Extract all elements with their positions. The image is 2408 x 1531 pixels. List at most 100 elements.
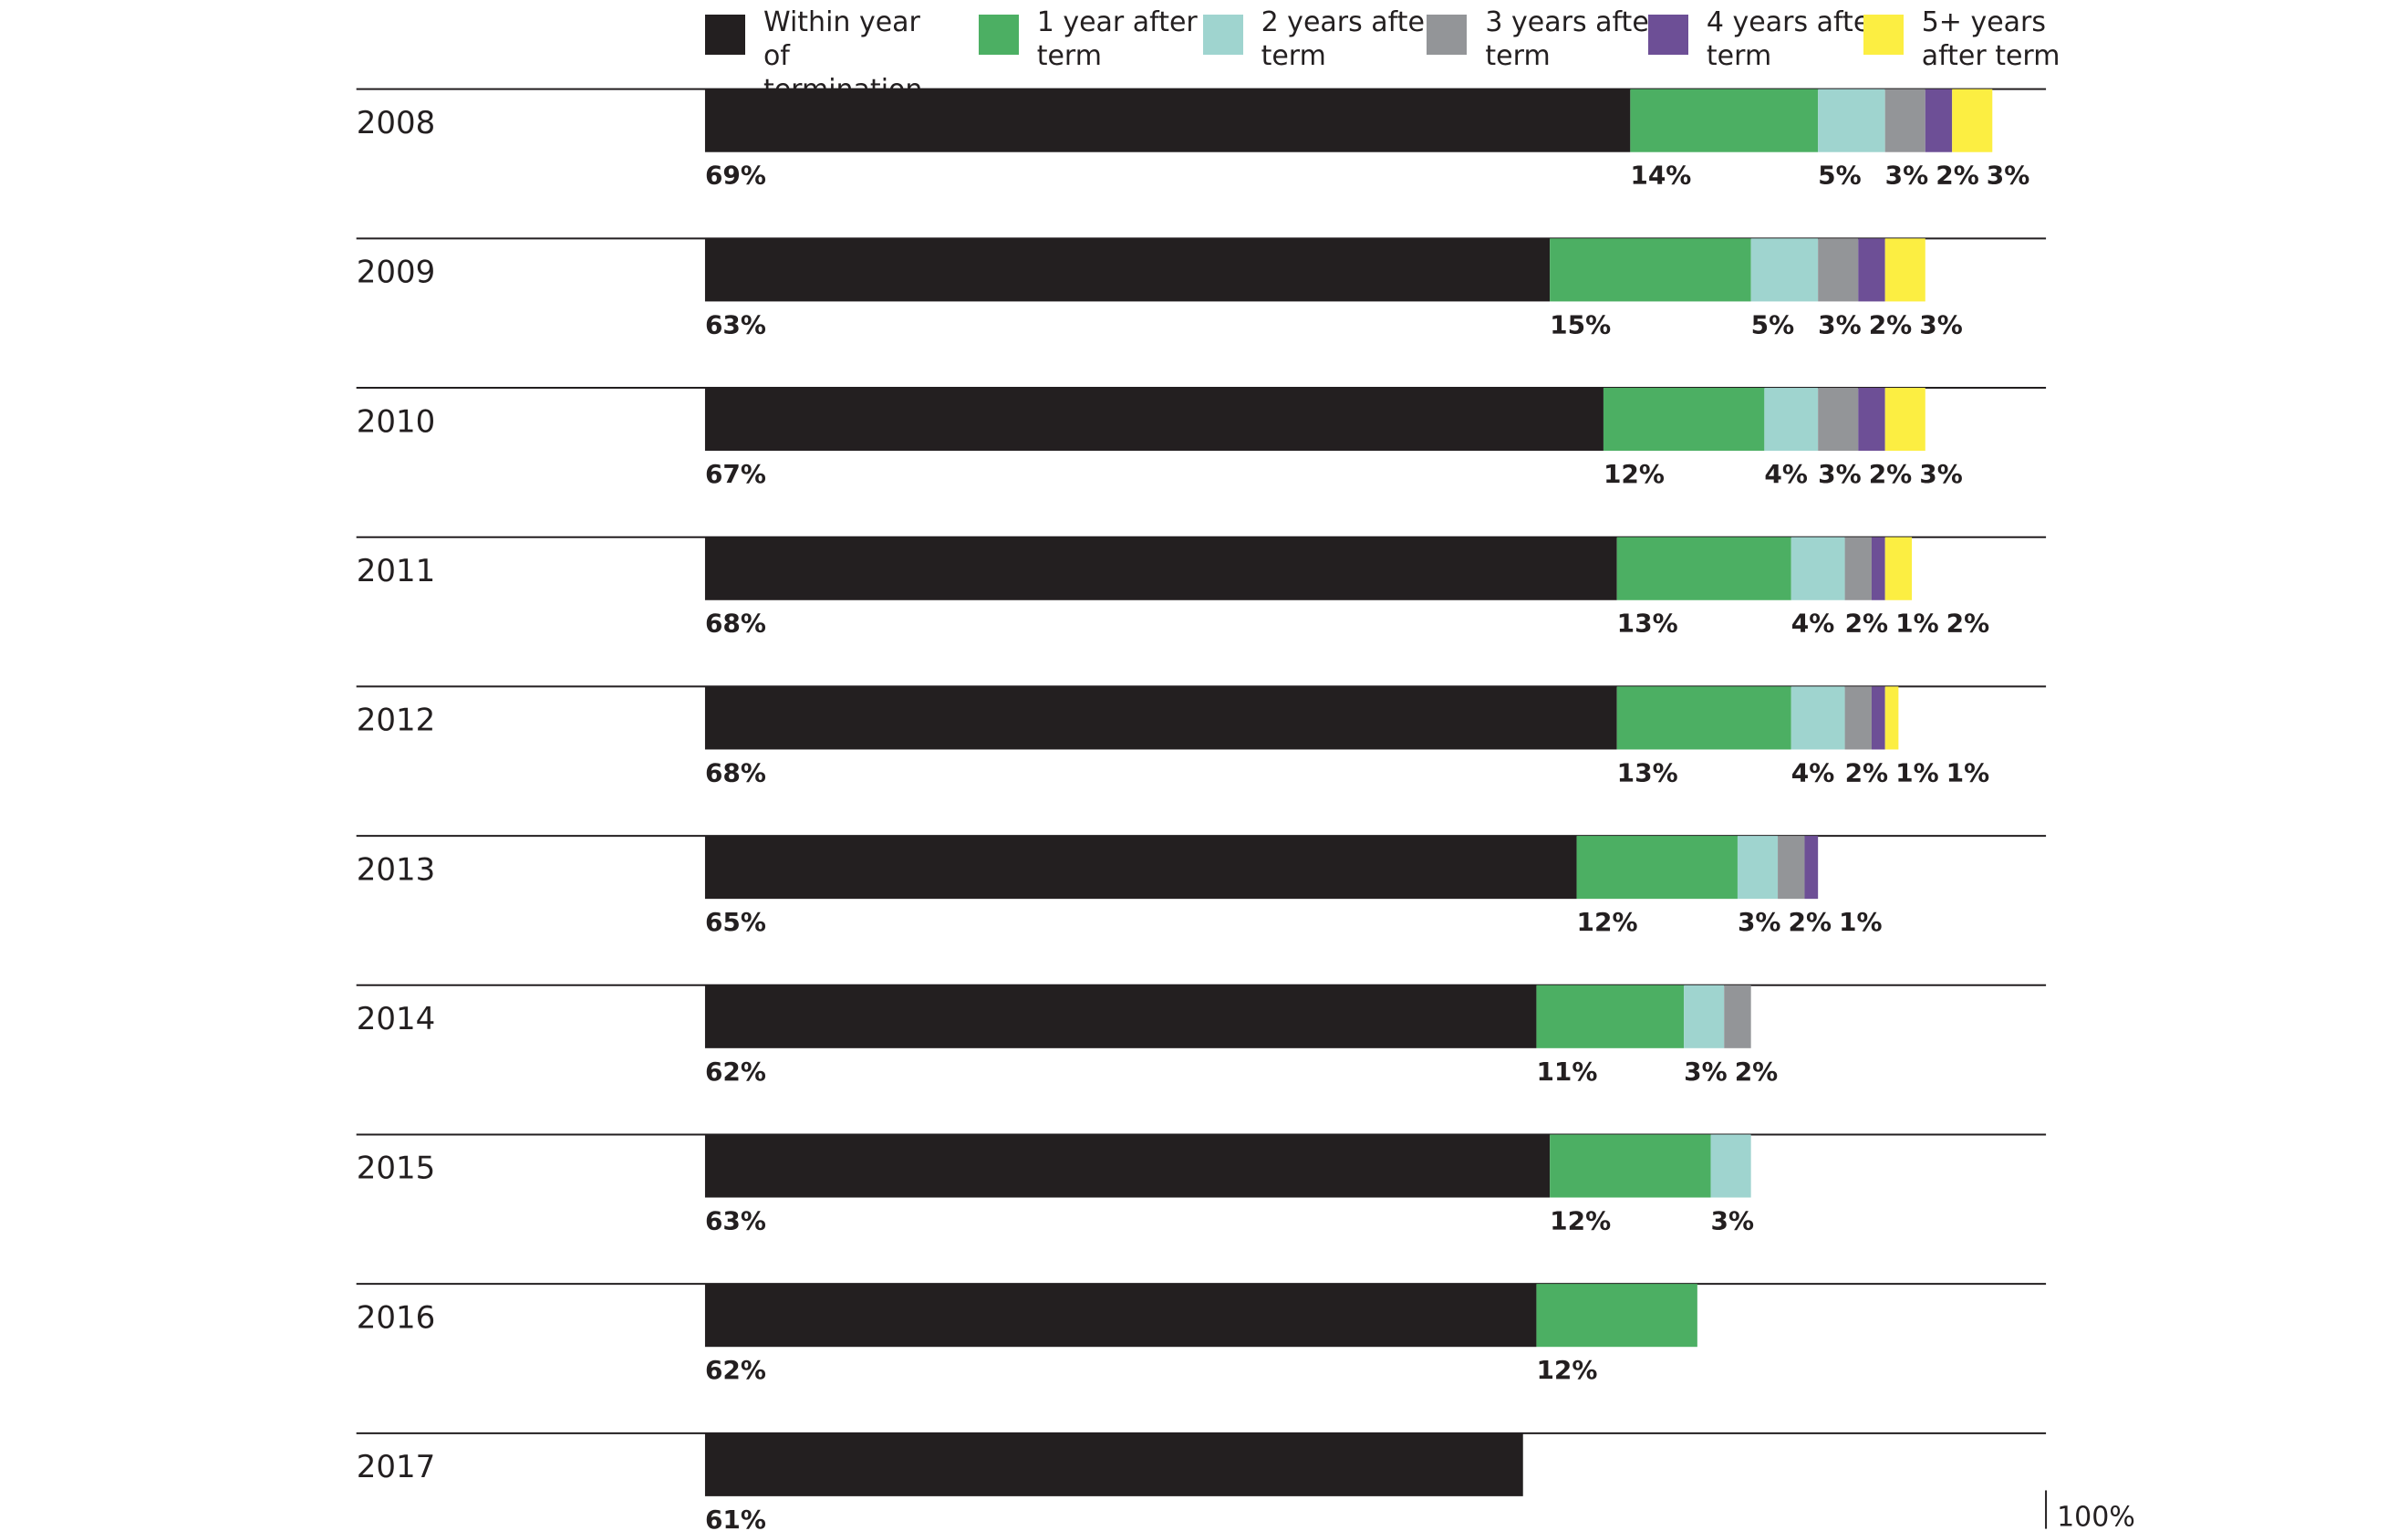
bar-segment — [1884, 238, 1925, 302]
legend-label: 5+ years after term — [1921, 6, 2060, 72]
value-label: 2% — [1946, 609, 1990, 639]
y-tick-label: 2013 — [357, 851, 436, 888]
legend-label: 2 years after term — [1261, 6, 1437, 72]
bar-segment — [1536, 1284, 1697, 1348]
bar-segment — [1764, 388, 1819, 452]
bar-segment — [1884, 536, 1913, 600]
legend-swatch — [1647, 15, 1688, 55]
y-tick-label: 2010 — [357, 403, 436, 440]
value-label: 15% — [1550, 309, 1611, 339]
bar-segment — [704, 536, 1617, 600]
legend-item: 2 years after term — [1202, 5, 1453, 73]
bar-segment — [1550, 1134, 1711, 1198]
y-tick-label: 2012 — [357, 703, 436, 739]
y-tick-label: 2008 — [357, 105, 436, 141]
value-label: 3% — [1818, 459, 1862, 489]
value-label: 13% — [1617, 609, 1678, 639]
value-label: 5% — [1818, 161, 1862, 191]
value-label: 12% — [1550, 1205, 1611, 1235]
bar-segment — [1684, 984, 1725, 1048]
value-label: 5% — [1751, 309, 1795, 339]
bar-segment — [1925, 89, 1953, 152]
legend-item: 3 years after term — [1427, 5, 1676, 73]
bar-segment — [1818, 89, 1885, 152]
value-label: 67% — [705, 459, 766, 489]
bar-segment — [1858, 238, 1885, 302]
bar-segment — [1844, 686, 1872, 750]
value-label: 4% — [1764, 459, 1808, 489]
value-label: 4% — [1791, 609, 1835, 639]
legend-swatch — [978, 15, 1019, 55]
value-label: 1% — [1895, 757, 1939, 787]
value-label: 4% — [1791, 757, 1835, 787]
value-label: 2% — [1845, 609, 1889, 639]
value-label: 2% — [1789, 907, 1832, 937]
bar-segment — [1790, 686, 1845, 750]
bar-segment — [1818, 388, 1859, 452]
bar-segment — [1576, 836, 1738, 900]
value-label: 2% — [1845, 757, 1889, 787]
x-tick-label: 100% — [2057, 1501, 2135, 1531]
value-label: 1% — [1839, 907, 1883, 937]
value-label: 2% — [1936, 161, 1979, 191]
value-label: 1% — [1895, 609, 1939, 639]
value-label: 14% — [1630, 161, 1691, 191]
bar-segment — [1818, 238, 1859, 302]
value-label: 63% — [705, 309, 766, 339]
legend-item: 1 year after term — [978, 5, 1229, 73]
value-label: 68% — [705, 609, 766, 639]
value-label: 12% — [1604, 459, 1665, 489]
bar-segment — [704, 89, 1631, 152]
value-label: 68% — [705, 757, 766, 787]
value-label: 3% — [1738, 907, 1781, 937]
y-tick-label: 2014 — [357, 1001, 436, 1037]
bar-segment — [1603, 388, 1765, 452]
bar-segment — [704, 1432, 1523, 1496]
bar-segment — [1737, 836, 1779, 900]
value-label: 62% — [705, 1355, 766, 1385]
legend-label: 3 years after term — [1485, 6, 1661, 72]
y-tick-label: 2015 — [357, 1151, 436, 1187]
value-label: 3% — [1711, 1205, 1755, 1235]
value-label: 62% — [705, 1057, 766, 1087]
value-label: 3% — [1885, 161, 1929, 191]
bar-segment — [704, 238, 1551, 302]
bar-segment — [1550, 238, 1751, 302]
y-tick-label: 2009 — [357, 255, 436, 291]
bar-segment — [704, 388, 1604, 452]
value-label: 12% — [1577, 907, 1638, 937]
bar-segment — [1616, 536, 1791, 600]
bar-segment — [704, 1134, 1551, 1198]
bar-segment — [1952, 89, 1993, 152]
bar-segment — [704, 686, 1617, 750]
bar-segment — [1858, 388, 1885, 452]
bar-segment — [1871, 686, 1885, 750]
bar-segment — [1750, 238, 1819, 302]
bar-segment — [1536, 984, 1685, 1048]
value-label: 3% — [1987, 161, 2030, 191]
value-label: 3% — [1684, 1057, 1728, 1087]
value-label: 61% — [705, 1505, 766, 1531]
legend-swatch — [1427, 15, 1468, 55]
bar-segment — [1778, 836, 1805, 900]
value-label: 2% — [1735, 1057, 1779, 1087]
y-tick-label: 2017 — [357, 1449, 436, 1485]
value-label: 3% — [1919, 459, 1963, 489]
legend-label: 4 years after term — [1706, 6, 1882, 72]
bar-segment — [1710, 1134, 1751, 1198]
bar-segment — [1804, 836, 1819, 900]
bar-segment — [704, 836, 1577, 900]
value-label: 65% — [705, 907, 766, 937]
bar-segment — [1616, 686, 1791, 750]
value-label: 13% — [1617, 757, 1678, 787]
legend-swatch — [704, 15, 745, 55]
bar-segment — [1884, 686, 1899, 750]
value-label: 2% — [1869, 309, 1913, 339]
bar-segment — [1844, 536, 1872, 600]
bar-segment — [1724, 984, 1751, 1048]
value-label: 11% — [1536, 1057, 1597, 1087]
y-tick-label: 2011 — [357, 553, 436, 589]
value-label: 3% — [1818, 309, 1862, 339]
bar-segment — [704, 984, 1537, 1048]
